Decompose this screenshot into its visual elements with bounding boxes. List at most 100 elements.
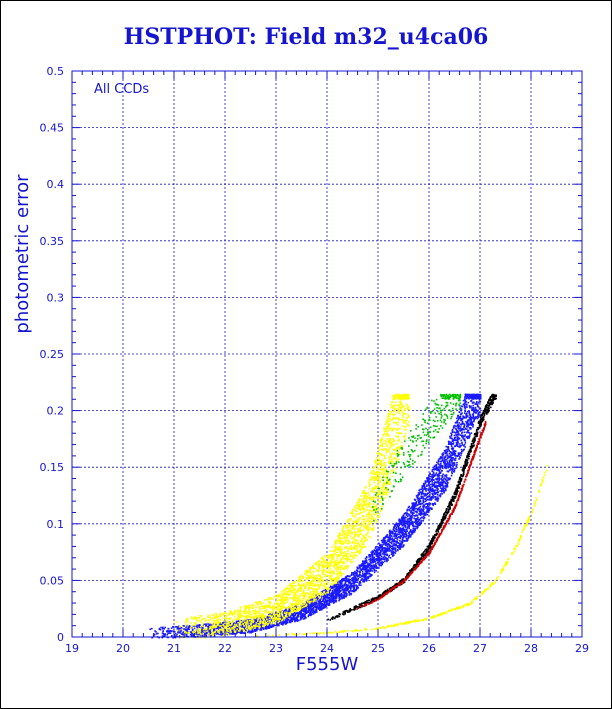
data-point (346, 580, 348, 583)
data-point (378, 546, 380, 548)
data-point (360, 584, 362, 587)
data-point (405, 521, 408, 523)
data-point (284, 621, 286, 624)
data-point (474, 433, 476, 435)
data-point (185, 635, 187, 637)
data-point (154, 630, 156, 632)
data-point (470, 444, 473, 447)
data-point (153, 633, 156, 636)
data-point (320, 597, 322, 599)
data-point (355, 577, 358, 580)
data-point (394, 547, 397, 549)
data-point (303, 613, 306, 616)
data-point (221, 622, 223, 625)
data-point (190, 635, 192, 638)
data-point (398, 546, 401, 548)
data-point (479, 411, 481, 414)
data-point (436, 467, 438, 470)
data-point (452, 462, 455, 465)
data-point (260, 625, 262, 627)
data-point (258, 624, 260, 626)
data-point (285, 609, 288, 612)
data-point (415, 503, 417, 506)
data-point (385, 592, 387, 595)
data-point (327, 618, 330, 621)
data-point (488, 402, 490, 405)
data-point (408, 505, 410, 508)
data-point (472, 414, 475, 417)
data-point (361, 605, 363, 608)
data-point (484, 408, 487, 411)
data-point (400, 527, 403, 530)
data-point (371, 560, 374, 562)
data-point (382, 543, 384, 546)
data-point (427, 549, 430, 551)
data-point (410, 512, 412, 514)
data-point (445, 486, 447, 488)
data-point (460, 478, 462, 481)
data-point (405, 536, 407, 538)
data-point (447, 511, 450, 514)
data-point (377, 558, 379, 561)
data-point (477, 393, 480, 396)
data-point (355, 574, 357, 577)
data-point (450, 504, 453, 507)
data-point (369, 600, 372, 603)
data-point (436, 499, 439, 502)
data-point (196, 630, 198, 633)
data-point (396, 533, 398, 535)
data-point (415, 560, 418, 562)
data-point (483, 427, 486, 430)
data-point (457, 433, 460, 436)
data-point (371, 551, 374, 553)
data-point (485, 403, 488, 406)
data-point (405, 514, 408, 516)
data-point (444, 463, 447, 466)
data-point (434, 503, 437, 506)
data-point (468, 417, 471, 419)
data-point (294, 612, 297, 615)
data-point (418, 524, 421, 527)
data-point (387, 538, 390, 541)
data-point (466, 472, 469, 474)
data-point (233, 628, 236, 630)
data-point (466, 414, 468, 417)
data-point (437, 475, 440, 478)
data-point (460, 429, 463, 432)
data-point (406, 509, 408, 512)
data-point (493, 396, 496, 398)
data-point (328, 602, 330, 605)
data-point (223, 621, 225, 624)
data-point (315, 609, 318, 611)
data-point (418, 557, 421, 560)
data-point (370, 551, 373, 554)
data-point (385, 542, 388, 545)
data-point (490, 396, 492, 398)
data-point (491, 395, 494, 398)
data-point (225, 630, 227, 633)
data-point (453, 508, 456, 510)
data-point (394, 587, 396, 589)
data-point (447, 481, 449, 484)
data-point (337, 589, 340, 591)
data-point (452, 442, 455, 444)
data-point (451, 512, 453, 515)
data-point (493, 394, 495, 397)
data-point (409, 507, 412, 510)
data-point (456, 441, 459, 444)
data-point (398, 524, 401, 527)
data-point (348, 579, 350, 582)
data-point (439, 468, 442, 470)
data-point (418, 492, 421, 495)
data-point (385, 559, 388, 562)
data-point (335, 585, 338, 588)
data-point (470, 459, 473, 461)
data-point (364, 561, 367, 563)
data-point (428, 478, 430, 481)
data-point (269, 625, 272, 628)
data-point (389, 532, 391, 535)
data-point (476, 427, 479, 429)
data-point (419, 558, 422, 560)
data-point (185, 628, 188, 631)
data-point (414, 505, 416, 508)
